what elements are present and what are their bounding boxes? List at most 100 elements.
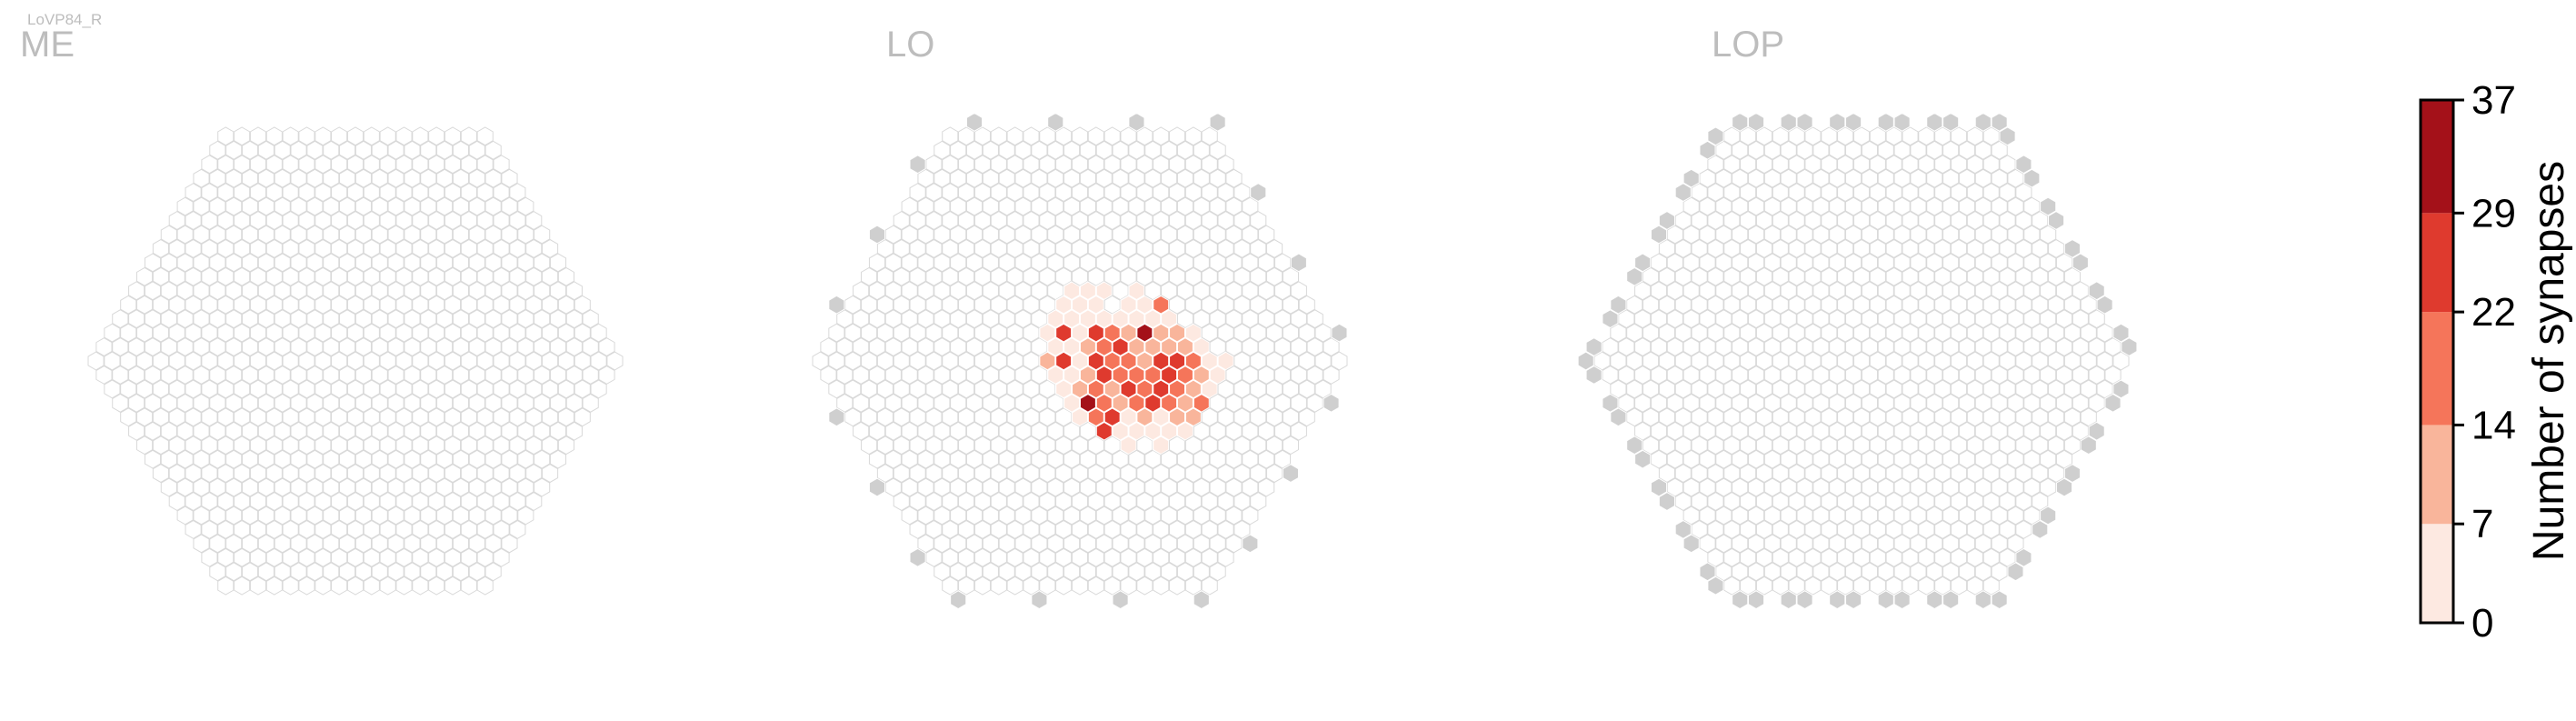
hex-cell (925, 295, 943, 315)
hex-cell (371, 562, 388, 582)
hex-cell (1788, 492, 1805, 511)
hex-cell (1958, 168, 1976, 188)
hex-cell-outside (1893, 590, 1911, 610)
hex-cell (517, 337, 534, 357)
hex-cell (460, 492, 477, 511)
hex-cell (274, 253, 291, 273)
hex-cell (1958, 562, 1976, 582)
hex-cell (1991, 196, 2008, 216)
hex-cell (315, 295, 332, 315)
hex-cell (934, 562, 951, 582)
hex-cell (1829, 421, 1846, 441)
hex-cell (549, 421, 567, 441)
hex-cell (1845, 534, 1862, 554)
hex-cell (1063, 140, 1081, 160)
hex-cell (265, 126, 283, 146)
hex-cell (1233, 519, 1251, 539)
hex-cell (1723, 238, 1741, 258)
hex-cell (387, 562, 404, 582)
hex-cell (1804, 519, 1822, 539)
hex-cell (1225, 281, 1243, 301)
hex-cell (493, 323, 510, 343)
hex-cell-synapse (1054, 323, 1073, 343)
hex-cell (1812, 225, 1830, 245)
hex-cell (1136, 492, 1153, 511)
hex-cell (1747, 253, 1765, 273)
hex-cell (241, 562, 259, 582)
hex-cell (339, 309, 356, 329)
hex-cell (468, 562, 485, 582)
hex-cell (1136, 547, 1153, 567)
hex-cell (160, 309, 177, 329)
hex-cell (1877, 196, 1894, 216)
hex-cell (2007, 534, 2024, 554)
hex-cell (444, 492, 462, 511)
hex-cell (1796, 506, 1813, 526)
hex-cell (1699, 449, 1716, 469)
hex-cell (1691, 436, 1708, 456)
hex-cell (853, 309, 870, 329)
hex-cell (476, 211, 494, 230)
hex-cell (1039, 379, 1056, 399)
hex-cell (542, 351, 559, 371)
hex-cell (1991, 449, 2008, 469)
hex-cell (1176, 309, 1194, 329)
hex-cell (917, 281, 934, 301)
hex-cell (1176, 534, 1194, 554)
hex-cell (395, 126, 413, 146)
hex-cell (1023, 519, 1040, 539)
hex-cell (193, 281, 210, 301)
hex-cell (517, 477, 534, 497)
hex-cell (557, 379, 574, 399)
hex-cell (185, 183, 202, 203)
hex-cell (1023, 238, 1040, 258)
hex-cell (2007, 449, 2024, 469)
hex-cell (1926, 337, 1943, 357)
hex-cell (404, 449, 421, 469)
hex-cell (1715, 337, 1732, 357)
hex-cell (844, 379, 862, 399)
hex-cell (1982, 379, 2000, 399)
hex-cell-synapse (1153, 323, 1170, 343)
hex-cell-outside (828, 295, 845, 315)
hex-cell (917, 421, 934, 441)
hex-cell (828, 323, 845, 343)
hex-cell (884, 449, 902, 469)
hex-cell (1852, 492, 1871, 511)
hex-cell (1250, 238, 1267, 258)
hex-cell (1079, 421, 1096, 441)
hex-cell (1982, 295, 2000, 315)
hex-cell (973, 379, 992, 399)
hex-cell (2112, 351, 2130, 371)
hex-cell (1618, 309, 1635, 329)
hex-cell (1095, 449, 1113, 469)
hex-cell (973, 436, 992, 456)
hex-cell (1242, 506, 1259, 526)
hex-cell (234, 238, 251, 258)
hex-cell (1161, 281, 1178, 301)
hex-cell (1055, 492, 1073, 511)
hex-cell (934, 534, 951, 554)
hex-cell (517, 196, 534, 216)
hex-cell-synapse (1144, 393, 1162, 413)
hex-cell (901, 225, 918, 245)
hex-cell (2007, 477, 2024, 497)
hex-cell (1763, 506, 1781, 526)
hex-cell (884, 253, 902, 273)
hex-cell (1837, 492, 1854, 511)
hex-cell (1079, 225, 1096, 245)
colorbar-tick-label: 29 (2471, 191, 2516, 235)
hex-cell (395, 238, 413, 258)
hex-cell (298, 547, 315, 567)
hex-cell (265, 266, 283, 286)
hex-cell-outside (1747, 112, 1765, 132)
hex-cell (2015, 464, 2032, 484)
hex-cell (901, 393, 918, 413)
hex-cell (925, 211, 943, 230)
hex-cell (942, 238, 959, 258)
hex-cell-synapse (1120, 295, 1137, 315)
hex-cell (290, 196, 307, 216)
hex-cell (1682, 477, 1700, 497)
hex-cell (1869, 266, 1886, 286)
hex-cell (509, 266, 526, 286)
